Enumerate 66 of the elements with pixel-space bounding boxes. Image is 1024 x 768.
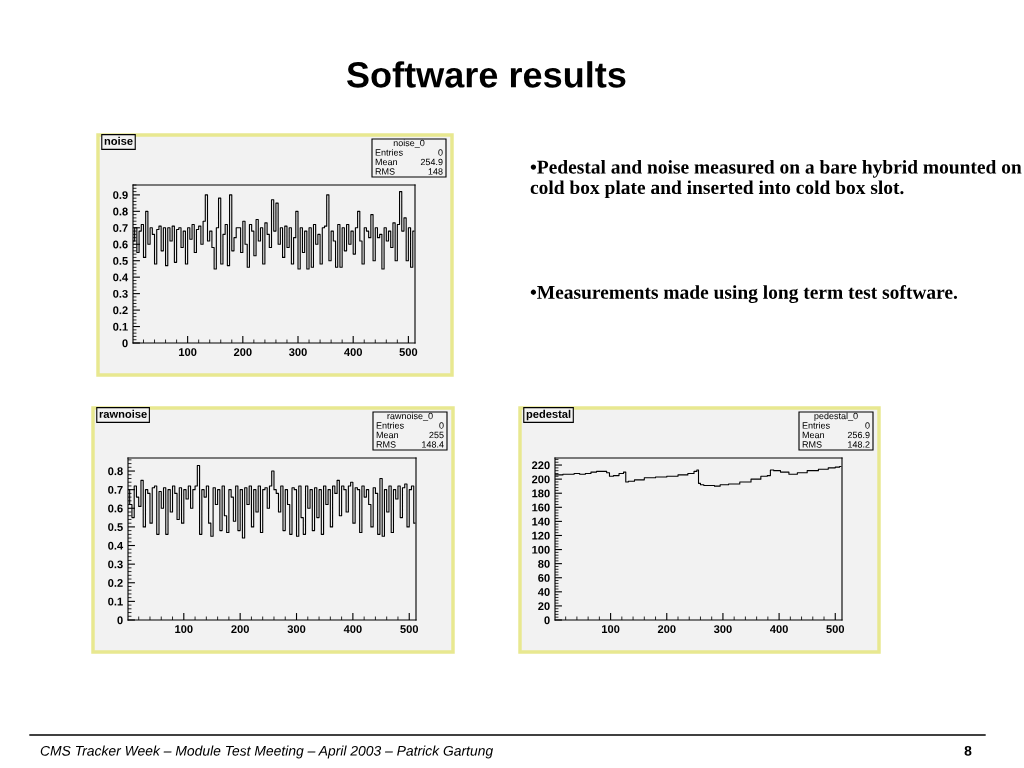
x-tick-label: 500	[399, 348, 418, 357]
y-tick-label: 20	[538, 602, 550, 611]
text: noise_0	[393, 139, 425, 148]
text: Entries 0	[375, 149, 443, 156]
y-tick-label: 220	[531, 461, 550, 470]
x-tick-label: 200	[233, 348, 252, 357]
text: RMS 148	[375, 168, 443, 175]
y-tick-label: 0.7	[108, 485, 123, 494]
y-tick-label: 0.7	[113, 224, 128, 232]
y-tick-label: 0.3	[113, 289, 128, 298]
text: Mean 254.9	[375, 158, 443, 166]
text: •Pedestal and noise measured on a bare hybrid mounted on cold box plate and inserted into cold box slot.	[530, 160, 1022, 199]
y-tick-label: 120	[532, 531, 550, 540]
x-tick-label: 300	[713, 625, 732, 634]
y-tick-label: 0.2	[108, 579, 123, 587]
text: Entries 0	[802, 422, 870, 429]
text: Mean 256.9	[802, 431, 870, 439]
y-tick-label: 140	[532, 517, 550, 526]
x-tick-label: 400	[344, 348, 363, 357]
x-tick-label: 100	[175, 625, 193, 634]
text: 8	[964, 745, 972, 756]
y-tick-label: 0.8	[108, 467, 123, 476]
y-tick-label: 0.9	[113, 191, 128, 200]
text: rawnoise_0	[387, 412, 433, 421]
y-tick-label: 40	[537, 588, 550, 596]
y-tick-label: 0.5	[113, 256, 128, 265]
x-tick-label: 100	[602, 625, 620, 634]
text: Entries 0	[376, 422, 444, 429]
x-tick-label: 300	[288, 348, 307, 357]
text: pedestal_0	[814, 412, 858, 421]
y-tick-label: 0	[122, 339, 128, 348]
x-tick-label: 200	[231, 625, 249, 634]
y-tick-label: 0.3	[108, 560, 123, 569]
text: •Measurements made using long term test software.	[530, 285, 958, 303]
chart-title: pedestal	[526, 409, 571, 421]
x-tick-label: 500	[826, 625, 845, 634]
chart-title: noise	[104, 136, 133, 145]
y-tick-label: 180	[532, 489, 550, 498]
text: Mean 255	[376, 431, 444, 439]
y-tick-label: 0.4	[108, 541, 124, 550]
text: RMS 148.4	[376, 441, 444, 448]
y-tick-label: 200	[531, 475, 550, 484]
x-tick-label: 500	[400, 625, 419, 634]
x-tick-label: 200	[657, 625, 676, 634]
x-tick-label: 300	[287, 625, 306, 634]
y-tick-label: 0	[544, 616, 550, 625]
x-tick-label: 400	[770, 625, 788, 634]
y-tick-label: 160	[532, 503, 550, 512]
text: RMS 148.2	[802, 441, 870, 448]
y-tick-label: 0.8	[113, 207, 128, 216]
x-tick-label: 100	[179, 348, 197, 357]
y-tick-label: 60	[538, 574, 550, 582]
y-tick-label: 0.6	[108, 504, 123, 513]
y-tick-label: 100	[532, 545, 550, 554]
y-tick-label: 0.4	[113, 273, 129, 282]
y-tick-label: 0	[117, 616, 123, 625]
y-tick-label: 0.1	[108, 597, 123, 606]
y-tick-label: 0.6	[113, 240, 128, 249]
y-tick-label: 0.5	[108, 523, 123, 532]
y-tick-label: 0.2	[113, 306, 128, 315]
chart-title: rawnoise	[99, 409, 147, 418]
text: CMS Tracker Week – Module Test Meeting – April 2003 – Patrick Gartung	[40, 745, 494, 759]
y-tick-label: 0.1	[113, 322, 128, 331]
x-tick-label: 400	[343, 625, 362, 634]
y-tick-label: 80	[538, 559, 550, 568]
text: Software results	[346, 61, 626, 88]
